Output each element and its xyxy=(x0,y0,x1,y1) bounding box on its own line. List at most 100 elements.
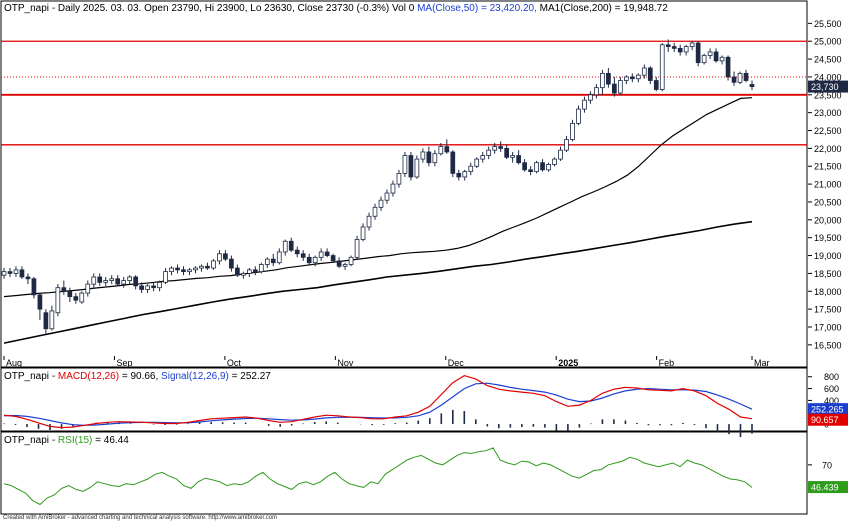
candle xyxy=(288,237,294,252)
candle xyxy=(677,44,683,56)
candle xyxy=(402,151,408,177)
y-tick-label: 18,000 xyxy=(814,287,842,297)
y-tick-label: 24,000 xyxy=(814,72,842,82)
candle xyxy=(438,143,444,156)
candle xyxy=(534,160,539,174)
candle xyxy=(264,257,270,269)
price-y-axis: 16,500 17,000 17,500 18,000 18,500 19,000 19,5… xyxy=(808,19,842,350)
candle xyxy=(187,268,192,276)
candle xyxy=(97,273,103,286)
macd-value-label: 90.657 xyxy=(811,415,839,425)
candle xyxy=(241,271,246,279)
rsi-y-axis: 70 xyxy=(808,460,832,470)
y-tick-label: 25,500 xyxy=(814,19,842,29)
last-price-badge: 23,730 xyxy=(808,80,848,93)
candle xyxy=(294,246,300,258)
candle xyxy=(641,64,647,79)
candle xyxy=(683,44,689,56)
candle xyxy=(312,255,318,267)
last-price-box xyxy=(808,80,848,93)
candle xyxy=(486,146,492,160)
candle xyxy=(546,162,551,172)
candle xyxy=(163,268,168,285)
candle xyxy=(749,80,755,91)
candle xyxy=(480,151,486,163)
y-tick-label: 20,000 xyxy=(814,215,842,225)
macd-y-tick-label: 600 xyxy=(824,384,839,394)
candle xyxy=(737,71,743,85)
rsi-series: 46.439 xyxy=(3,447,848,506)
candle xyxy=(522,159,527,172)
candle xyxy=(570,119,575,142)
rsi-line xyxy=(3,447,753,506)
candle xyxy=(37,293,43,320)
candle xyxy=(606,68,611,88)
macd-title: OTP_napi - MACD(12,26) = 90.66, Signal(1… xyxy=(4,371,271,382)
signal-legend: Signal(12,26,9) xyxy=(161,371,229,382)
signal-value-box xyxy=(808,403,848,416)
y-tick-label: 21,500 xyxy=(814,162,842,172)
candle xyxy=(145,284,150,294)
candle xyxy=(378,196,384,211)
candle xyxy=(600,69,605,95)
candle xyxy=(73,293,79,304)
candle xyxy=(618,76,623,95)
candle xyxy=(7,268,13,277)
candle xyxy=(540,159,545,172)
candle xyxy=(564,135,569,152)
footer-credit: Created with AmiBroker - advanced charti… xyxy=(3,515,277,521)
ma50-line xyxy=(3,97,753,298)
candle xyxy=(612,76,617,97)
macd-value-box xyxy=(808,413,848,426)
candle xyxy=(127,275,133,285)
candle xyxy=(659,43,665,92)
candle xyxy=(504,144,510,160)
candle xyxy=(456,169,462,181)
x-tick-label: Sep xyxy=(116,358,132,368)
candle xyxy=(43,309,49,335)
candle xyxy=(235,264,240,277)
candle xyxy=(414,155,420,179)
x-tick-label: Oct xyxy=(227,358,242,368)
macd-panel-frame xyxy=(0,367,808,432)
candle xyxy=(157,280,162,292)
rsi-value-label: 46.439 xyxy=(811,483,839,493)
candle xyxy=(396,169,402,188)
candle xyxy=(13,266,19,277)
rsi-legend: RSI(15) xyxy=(58,435,92,446)
rsi-title: OTP_napi - RSI(15) = 46.44 xyxy=(4,435,129,446)
candle xyxy=(133,275,138,290)
candle xyxy=(492,143,498,154)
candle xyxy=(193,266,198,274)
y-tick-label: 23,500 xyxy=(814,90,842,100)
candle xyxy=(420,148,426,163)
x-tick-label: Nov xyxy=(337,358,354,368)
y-tick-label: 20,500 xyxy=(814,197,842,207)
candle xyxy=(246,268,252,277)
candle xyxy=(558,146,563,161)
candle xyxy=(498,141,504,152)
candle xyxy=(306,253,312,265)
candle xyxy=(653,76,659,92)
candle xyxy=(671,43,677,52)
rsi-y-tick-label: 70 xyxy=(822,460,832,470)
candle xyxy=(342,262,348,270)
candle xyxy=(707,48,713,60)
candle xyxy=(19,266,25,279)
macd-line xyxy=(3,374,753,429)
candle xyxy=(175,264,180,274)
y-tick-label: 23,000 xyxy=(814,108,842,118)
y-tick-label: 17,000 xyxy=(814,322,842,332)
candle xyxy=(372,203,378,220)
candle xyxy=(91,273,97,288)
candle xyxy=(25,273,31,285)
moving-average-lines xyxy=(3,97,753,344)
candle xyxy=(360,223,366,242)
macd-y-tick-label: 400 xyxy=(824,396,839,406)
candle xyxy=(199,264,204,272)
candle xyxy=(444,139,450,154)
candle xyxy=(582,96,587,113)
candle xyxy=(55,284,61,317)
